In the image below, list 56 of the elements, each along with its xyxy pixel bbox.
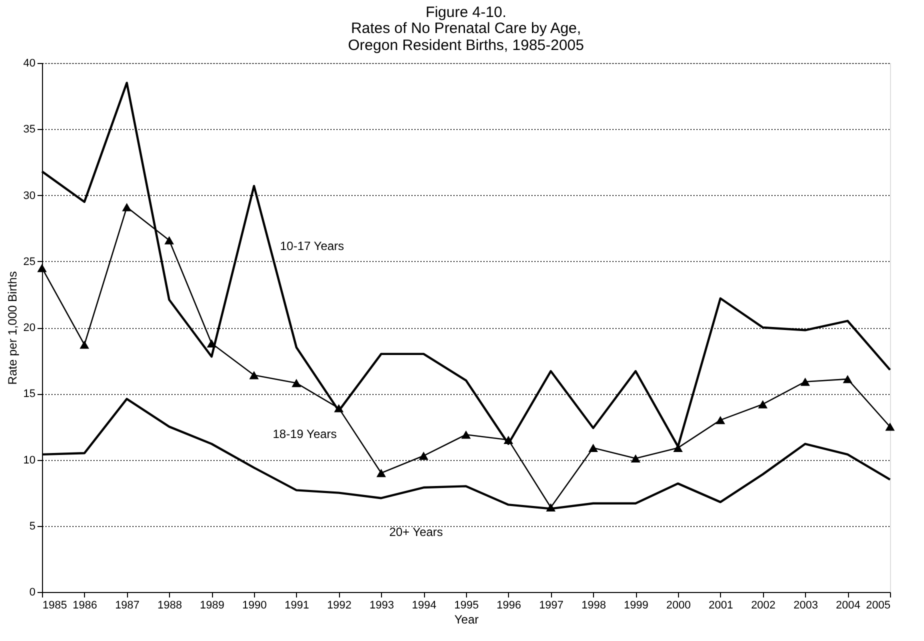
x-tick-label: 2001 (708, 600, 734, 612)
point (122, 203, 132, 212)
y-tick-label: 0 (29, 586, 36, 598)
text: 20+ Years (389, 525, 443, 540)
point (758, 400, 768, 408)
x-tick-label: 1997 (539, 600, 564, 612)
point (716, 416, 726, 424)
point (249, 371, 259, 380)
y-tick-label: 10 (23, 454, 36, 466)
point (334, 404, 344, 412)
point (885, 422, 895, 431)
chart-subtitle: Rates of No Prenatal Care by Age, Oregon Resident Births, 1985-2005 (348, 20, 584, 54)
x-tick-label: 1985 (42, 600, 67, 612)
x-tick-label: 2002 (751, 600, 776, 612)
point (461, 430, 471, 439)
point (37, 264, 47, 272)
y-tick-label: 15 (23, 388, 36, 400)
point (630, 454, 640, 463)
y-tick-label: 20 (23, 322, 36, 334)
point (80, 340, 90, 349)
x-tick-label: 1993 (369, 600, 394, 612)
x-tick-label: 1992 (327, 600, 352, 612)
x-tick-label: 1995 (454, 600, 479, 612)
x-tick-label: 1999 (624, 600, 648, 612)
x-tick-label: 2000 (666, 600, 691, 612)
x-tick-label: 1998 (581, 600, 606, 612)
point (588, 444, 598, 452)
point (842, 374, 852, 384)
series-label: 10-17 Years (280, 238, 344, 253)
x-tick-label: 1987 (115, 600, 140, 612)
x-axis-title: Year (454, 612, 479, 626)
point (292, 378, 302, 388)
series-label: 18-19 Years (272, 427, 337, 442)
point (376, 468, 386, 478)
x-tick-label: 1989 (200, 600, 224, 612)
point (206, 339, 216, 348)
point (164, 236, 174, 244)
x-tick-label: 1990 (242, 600, 267, 612)
x-tick-label: 2003 (793, 600, 818, 612)
chart-title: Figure 4-10. (426, 4, 506, 21)
y-axis-title: Rate per 1,000 Births (5, 271, 20, 385)
point (504, 436, 514, 444)
x-tick-label: 1996 (496, 600, 522, 612)
x-tick-label: 1986 (72, 600, 98, 612)
y-tick-label: 5 (29, 520, 36, 532)
x-tick-label: 2005 (866, 600, 890, 612)
y-tick-label: 35 (23, 124, 36, 136)
point (418, 452, 428, 460)
x-tick-label: 1988 (157, 600, 182, 612)
y-tick-label: 30 (23, 190, 36, 202)
point (800, 378, 810, 386)
y-tick-label: 25 (23, 256, 36, 268)
x-tick-label: 1991 (284, 600, 310, 612)
x-tick-label: 2004 (836, 600, 860, 612)
x-tick-label: 1994 (412, 600, 436, 612)
y-tick-label: 40 (23, 58, 36, 70)
